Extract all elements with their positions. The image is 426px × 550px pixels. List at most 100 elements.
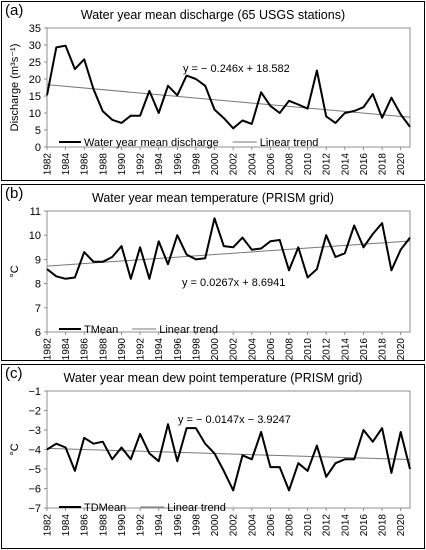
x-tick-label: 1994 [154, 153, 165, 176]
x-tick-label: 1982 [43, 338, 54, 361]
y-tick-label: 6 [35, 327, 41, 339]
x-tick-label: 2012 [322, 338, 333, 361]
x-tick-label: 2010 [303, 514, 314, 537]
x-tick-label: 2000 [210, 514, 221, 537]
panel-label: (c) [5, 365, 23, 382]
y-axis-label: °C [9, 443, 21, 455]
y-tick-label: 10 [29, 230, 41, 242]
chart-title: Water year mean temperature (PRISM grid) [92, 191, 334, 205]
y-tick-label: 11 [30, 206, 41, 218]
x-tick-label: 1986 [80, 514, 91, 537]
legend-series-label: TMean [84, 324, 118, 336]
x-tick-label: 1988 [98, 338, 109, 361]
x-tick-label: 2002 [229, 338, 240, 361]
x-tick-label: 2020 [396, 153, 407, 176]
trend-equation: y = − 0.246x + 18.582 [183, 63, 290, 75]
y-axis-label: °C [9, 265, 21, 277]
x-tick-label: 2006 [266, 514, 277, 537]
x-tick-label: 2006 [266, 338, 277, 361]
x-tick-label: 2012 [322, 514, 333, 537]
y-tick-label: 9 [35, 254, 41, 266]
x-tick-label: 1992 [136, 153, 147, 176]
y-tick-label: 8 [35, 279, 41, 291]
x-tick-label: 1984 [61, 338, 72, 361]
plot-area [46, 27, 411, 148]
x-tick-label: 1994 [154, 514, 165, 537]
discharge-chart: 0 5 10 15 20 25 30 35 1982 1984 1986 1988 1990 1992 19… [9, 23, 411, 176]
x-tick-label: 1990 [117, 514, 128, 537]
x-tick-label: 2010 [303, 338, 314, 361]
x-tick-label: 1992 [136, 514, 147, 537]
x-tick-label: 2018 [378, 338, 389, 361]
legend-trend-label: Linear trend [167, 502, 226, 514]
x-tick-label: 2004 [247, 338, 258, 361]
x-tick-label: 1982 [43, 514, 54, 537]
chart-title: Water year mean discharge (65 USGS stati… [80, 8, 346, 22]
x-tick-label: 2012 [322, 153, 333, 176]
x-tick-label: 1984 [61, 514, 72, 537]
x-tick-label: 1988 [98, 153, 109, 176]
dewpoint-panel: (c) Water year mean dew point temperatur… [0, 363, 426, 550]
x-tick-label: 1986 [80, 338, 91, 361]
legend-trend-label: Linear trend [159, 324, 218, 336]
chart-title: Water year mean dew point temperature (P… [63, 371, 363, 385]
x-tick-label: 2016 [359, 153, 370, 176]
x-tick-label: 1982 [43, 153, 54, 176]
x-tick-label: 2008 [285, 338, 296, 361]
x-tick-label: 2018 [378, 514, 389, 537]
x-tick-label: 1986 [80, 153, 91, 176]
legend-trend-label: Linear trend [260, 137, 319, 149]
x-tick-label: 1988 [98, 514, 109, 537]
series-line [46, 44, 411, 130]
x-tick-label: 2008 [285, 514, 296, 537]
y-tick-label: 25 [29, 57, 41, 69]
x-tick-label: 1998 [191, 153, 202, 176]
y-tick-label: −5 [28, 464, 41, 476]
y-tick-label: −7 [28, 503, 41, 515]
trend-equation: y = 0.0267x + 8.6941 [182, 277, 285, 289]
y-tick-label: 20 [29, 74, 41, 86]
trend-line [46, 84, 411, 118]
series-line [46, 217, 411, 280]
x-tick-label: 2008 [285, 153, 296, 176]
x-tick-label: 1984 [61, 153, 72, 176]
x-tick-label: 2018 [378, 153, 389, 176]
x-tick-label: 2000 [210, 338, 221, 361]
x-tick-label: 2020 [396, 514, 407, 537]
x-tick-label: 1996 [173, 153, 184, 176]
x-tick-label: 1994 [154, 338, 165, 361]
x-tick-label: 2004 [247, 153, 258, 176]
y-tick-label: 10 [29, 108, 41, 120]
series-line [46, 423, 411, 492]
y-tick-label: 30 [29, 40, 41, 52]
x-tick-label: 2006 [266, 153, 277, 176]
x-tick-label: 2004 [247, 514, 258, 537]
legend-series-label: TDMean [84, 502, 126, 514]
x-tick-label: 2016 [359, 338, 370, 361]
y-tick-label: 7 [35, 303, 41, 315]
temperature-chart: 6 7 8 9 10 11 1982 1984 1986 1988 1990 1992 1994 1996… [9, 206, 411, 361]
y-tick-label: 15 [29, 91, 41, 103]
y-tick-label: 35 [29, 23, 41, 35]
x-tick-label: 1992 [136, 338, 147, 361]
plot-area [46, 210, 411, 333]
temperature-panel: (b) Water year mean temperature (PRISM g… [0, 183, 426, 362]
y-tick-label: −3 [28, 425, 41, 437]
x-tick-label: 2010 [303, 153, 314, 176]
dewpoint-chart: −7 −6 −5 −4 −3 −2 −1 1982 1984 1986 1988 1990 1992 19… [9, 386, 411, 537]
panel-label: (a) [5, 2, 24, 19]
y-tick-label: −1 [28, 386, 41, 398]
x-tick-label: 2014 [340, 153, 351, 176]
x-tick-label: 2014 [340, 338, 351, 361]
y-tick-label: −4 [28, 445, 41, 457]
trend-line [46, 240, 411, 267]
x-tick-label: 1996 [173, 338, 184, 361]
legend-series-label: Water year mean discharge [84, 137, 219, 149]
panel-label: (b) [5, 185, 24, 202]
trend-equation: y = − 0.0147x − 3.9247 [178, 414, 291, 426]
x-tick-label: 2016 [359, 514, 370, 537]
discharge-panel: (a) Water year mean discharge (65 USGS s… [0, 0, 426, 182]
y-tick-label: −2 [28, 406, 41, 418]
x-tick-label: 2000 [210, 153, 221, 176]
x-tick-label: 1990 [117, 338, 128, 361]
